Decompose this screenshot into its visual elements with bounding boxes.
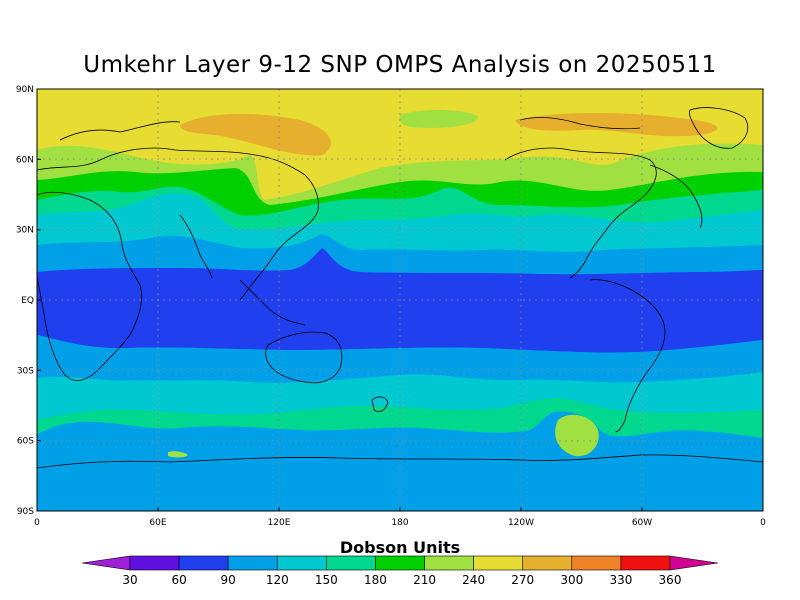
colorbar-label: 360 [659,573,682,587]
lat-tick-label: 30N [16,226,34,236]
coastlines [37,107,763,469]
lat-tick-label: 60N [16,155,34,165]
lat-tick-label: 90N [16,85,34,95]
colorbar-label: 240 [462,573,485,587]
band-120-south [37,335,763,383]
colorbar: 30 60 90 120 150 180 210 240 270 300 330 360 [81,555,719,587]
colorbar-segment [129,555,180,571]
lat-tick-label: 60S [17,437,34,447]
colorbar-label: 30 [122,573,137,587]
band-240-arctic [399,109,479,128]
lon-tick-label: 0 [760,518,766,528]
band-240-small [168,451,188,458]
map-title: Umkehr Layer 9-12 SNP OMPS Analysis on 2… [83,52,717,78]
band-300-canada [515,113,718,137]
colorbar-segment [473,555,524,571]
colorbar-label: 150 [315,573,338,587]
colorbar-segment [375,555,425,571]
colorbar-left-arrow [81,555,131,571]
band-240-south-pacific [555,414,599,457]
lat-axis: 90N 60N 30N EQ 30S 60S 90S [16,85,41,517]
colorbar-segment [522,555,573,571]
colorbar-segment [571,555,622,571]
graticule [37,89,763,511]
colorbar-label: 300 [560,573,583,587]
colorbar-title: Dobson Units [340,538,460,557]
lon-tick-label: 180 [391,518,408,528]
lon-axis: 0 60E 120E 180 120W 60W 0 [34,507,766,528]
lat-tick-label: 30S [17,366,34,376]
band-300-asia [180,113,331,156]
colorbar-segment [227,555,278,571]
colorbar-segment [326,555,376,571]
colorbar-label: 270 [511,573,534,587]
colorbar-right-arrow [669,555,719,571]
colorbar-label: 90 [221,573,236,587]
band-180-south [37,397,763,438]
lon-tick-label: 120W [508,518,534,528]
lat-tick-label: EQ [21,296,34,306]
lon-tick-label: 60W [632,518,652,528]
colorbar-segment [424,555,474,571]
lon-tick-label: 60E [149,518,166,528]
lon-tick-label: 120E [268,518,291,528]
colorbar-label: 210 [413,573,436,587]
colorbar-segment [620,555,671,571]
colorbar-label: 180 [364,573,387,587]
colorbar-label: 60 [171,573,186,587]
colorbar-label: 330 [609,573,632,587]
colorbar-segment [178,555,229,571]
colorbar-label: 120 [266,573,289,587]
ozone-field [37,89,763,511]
colorbar-segment [276,555,327,571]
lat-tick-label: 90S [17,507,34,517]
lon-tick-label: 0 [34,518,40,528]
